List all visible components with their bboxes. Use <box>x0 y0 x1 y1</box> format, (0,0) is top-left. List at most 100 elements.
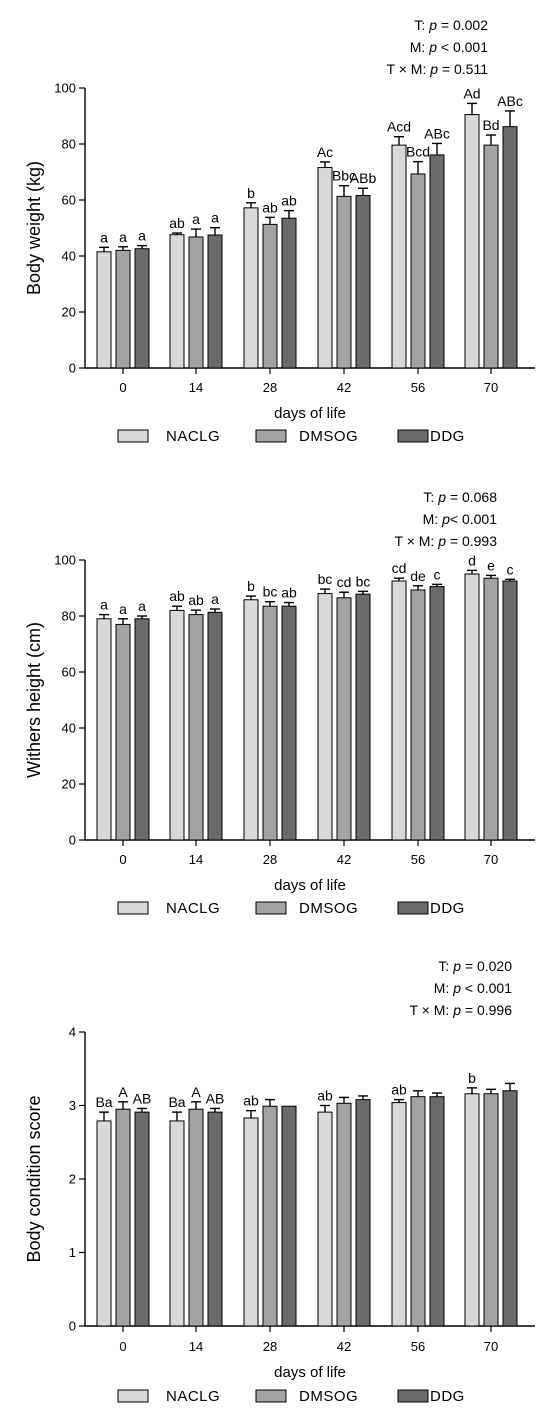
legend-label: DDG <box>430 1388 465 1405</box>
y-tick-label: 2 <box>69 1172 76 1187</box>
bar <box>464 573 480 841</box>
bar <box>355 195 371 369</box>
bar <box>243 207 259 369</box>
significance-letter: ab <box>391 1082 407 1098</box>
y-tick-label: 0 <box>69 833 76 848</box>
bar <box>188 236 204 369</box>
bar <box>464 114 480 369</box>
significance-letter: Bbc <box>332 168 356 184</box>
chart-panel-3: 0 1 2 3 4 0 14 28 42 56 70 Ba Ba ab ab ab b A A AB AB days of… <box>24 958 535 1405</box>
significance-letter: b <box>247 578 255 594</box>
y-tick-label: 4 <box>69 1025 76 1040</box>
significance-letter: AB <box>206 1090 225 1106</box>
stat-prefix: T × M: <box>395 533 439 549</box>
bar <box>115 623 131 841</box>
y-tick-label: 20 <box>62 305 76 320</box>
legend-entry-naclg: NACLG <box>117 428 220 445</box>
significance-letter: ab <box>317 1088 333 1104</box>
legend-label: DMSOG <box>299 428 358 445</box>
bar <box>207 611 223 841</box>
significance-letter: a <box>192 211 200 227</box>
bar <box>483 1093 499 1327</box>
legend-entry-ddg: DDG <box>397 900 465 917</box>
stat-value: < 0.001 <box>461 980 512 996</box>
x-tick-label: 14 <box>189 1339 203 1354</box>
x-tick-label: 56 <box>411 1339 425 1354</box>
legend-entry-dmsog: DMSOG <box>255 1388 358 1405</box>
stat-p: p <box>452 980 461 996</box>
significance-letter: Bcd <box>406 144 430 160</box>
legend-swatch <box>255 901 287 915</box>
stat-p: p <box>428 39 437 55</box>
bar <box>262 1105 278 1327</box>
bar <box>115 249 131 369</box>
stat-value: = 0.996 <box>461 1002 512 1018</box>
bar <box>281 1105 297 1327</box>
significance-letter: AB <box>133 1090 152 1106</box>
y-tick-label: 100 <box>54 81 76 96</box>
x-tick-label: 0 <box>119 852 126 867</box>
significance-letter: a <box>138 228 146 244</box>
x-tick-label: 42 <box>337 852 351 867</box>
stat-line: T: p = 0.020 <box>438 958 512 974</box>
bar <box>96 618 112 841</box>
bar <box>188 1108 204 1327</box>
significance-letter: ABb <box>350 170 377 186</box>
stat-line: M: p < 0.001 <box>410 39 488 55</box>
significance-letter: bc <box>356 573 371 589</box>
bar <box>483 577 499 841</box>
y-tick-label: 100 <box>54 553 76 568</box>
stat-value: = 0.020 <box>461 958 512 974</box>
x-axis-label: days of life <box>274 1364 346 1381</box>
significance-letter: a <box>119 229 127 245</box>
significance-letter: ABc <box>424 125 450 141</box>
stat-value: < 0.001 <box>450 511 497 527</box>
bar <box>243 599 259 841</box>
bar <box>96 251 112 369</box>
bar <box>317 1111 333 1327</box>
bar <box>502 1090 518 1327</box>
bar <box>134 248 150 369</box>
significance-letter: ab <box>169 215 185 231</box>
x-tick-label: 14 <box>189 380 203 395</box>
stat-prefix: M: <box>423 511 442 527</box>
significance-letter: cd <box>337 574 352 590</box>
significance-letter: Ba <box>168 1094 185 1110</box>
legend-label: DMSOG <box>299 1388 358 1405</box>
legend-swatch <box>117 1389 149 1403</box>
legend-entry-naclg: NACLG <box>117 1388 220 1405</box>
stat-line: T: p = 0.002 <box>414 17 488 33</box>
legend-label: DDG <box>430 900 465 917</box>
y-tick-label: 80 <box>62 137 76 152</box>
x-tick-label: 56 <box>411 380 425 395</box>
legend-label: NACLG <box>166 1388 220 1405</box>
stat-prefix: T × M: <box>410 1002 454 1018</box>
legend-swatch <box>117 901 149 915</box>
y-tick-label: 60 <box>62 665 76 680</box>
bar <box>483 144 499 369</box>
bar <box>169 609 185 841</box>
significance-letter: c <box>434 566 441 582</box>
legend-entry-dmsog: DMSOG <box>255 428 358 445</box>
significance-letter: a <box>211 591 219 607</box>
stat-p: p <box>441 511 450 527</box>
x-tick-label: 42 <box>337 1339 351 1354</box>
y-tick-label: 3 <box>69 1098 76 1113</box>
y-axis-label: Body condition score <box>24 1095 44 1262</box>
stat-prefix: T: <box>423 489 438 505</box>
stat-line: M: p < 0.001 <box>434 980 512 996</box>
significance-letter: Ad <box>463 85 480 101</box>
legend-entry-dmsog: DMSOG <box>255 900 358 917</box>
x-axis-label: days of life <box>274 877 346 894</box>
significance-letter: ab <box>262 199 278 215</box>
x-tick-label: 42 <box>337 380 351 395</box>
bar <box>336 195 352 369</box>
bar <box>429 586 445 841</box>
significance-letter: c <box>507 561 514 577</box>
legend-label: NACLG <box>166 428 220 445</box>
y-tick-label: 60 <box>62 193 76 208</box>
x-tick-label: 28 <box>263 852 277 867</box>
legend-entry-naclg: NACLG <box>117 900 220 917</box>
significance-letter: a <box>138 598 146 614</box>
bar <box>243 1117 259 1327</box>
